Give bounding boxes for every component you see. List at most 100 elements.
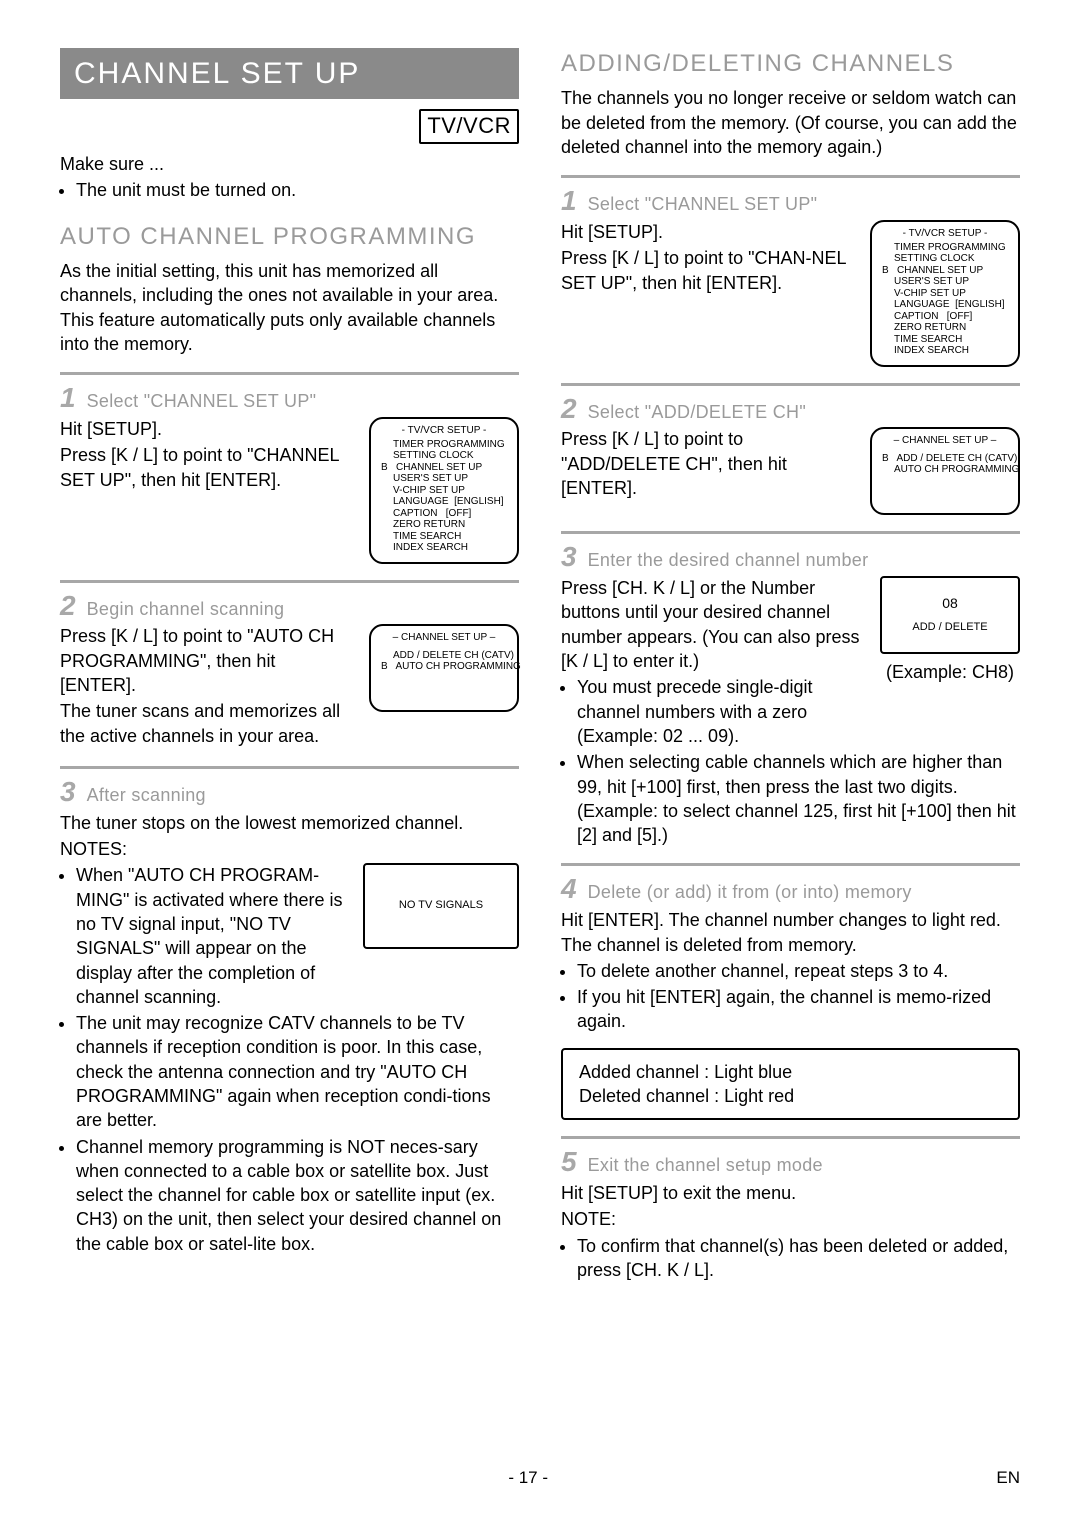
adding-deleting-heading: ADDING/DELETING CHANNELS bbox=[561, 48, 1020, 80]
menu-item-selected: B CHANNEL SET UP bbox=[381, 462, 507, 474]
notes-label: NOTES: bbox=[60, 837, 519, 861]
menu-title: - TV/VCR SETUP - bbox=[882, 228, 1008, 240]
step-bullet: To delete another channel, repeat steps … bbox=[577, 959, 1020, 983]
menu-item: LANGUAGE [ENGLISH] bbox=[882, 299, 1008, 311]
menu-item: CAPTION [OFF] bbox=[882, 311, 1008, 323]
menu-item: ZERO RETURN bbox=[381, 519, 507, 531]
step-body: The tuner scans and memorizes all the ac… bbox=[60, 699, 355, 748]
menu-item: TIME SEARCH bbox=[381, 531, 507, 543]
right-step-3: 3 Enter the desired channel number bbox=[561, 531, 1020, 576]
step-label: Select "CHANNEL SET UP" bbox=[588, 194, 818, 214]
right-step-2: 2 Select "ADD/DELETE CH" bbox=[561, 383, 1020, 428]
step-body: Press [K / L] to point to "ADD/DELETE CH… bbox=[561, 427, 856, 500]
channel-setup-menu: – CHANNEL SET UP – ADD / DELETE CH (CATV… bbox=[369, 624, 519, 712]
menu-item: ZERO RETURN bbox=[882, 322, 1008, 334]
step-number: 3 bbox=[561, 538, 577, 576]
make-sure-item: The unit must be turned on. bbox=[76, 178, 519, 202]
menu-item: AUTO CH PROGRAMMING bbox=[882, 464, 1008, 476]
menu-item: INDEX SEARCH bbox=[381, 542, 507, 554]
menu-item: V-CHIP SET UP bbox=[381, 485, 507, 497]
channel-setup-menu: – CHANNEL SET UP – B ADD / DELETE CH (CA… bbox=[870, 427, 1020, 515]
left-column: CHANNEL SET UP TV/VCR Make sure ... The … bbox=[60, 48, 519, 1284]
step-body: Press [K / L] to point to "CHANNEL SET U… bbox=[60, 443, 355, 492]
menu-item: SETTING CLOCK bbox=[381, 450, 507, 462]
no-signal-box: NO TV SIGNALS bbox=[363, 863, 519, 949]
step-body: Press [K / L] to point to "CHAN-NEL SET … bbox=[561, 246, 856, 295]
menu-title: - TV/VCR SETUP - bbox=[381, 425, 507, 437]
menu-item: TIMER PROGRAMMING bbox=[882, 242, 1008, 254]
no-signal-text: NO TV SIGNALS bbox=[375, 899, 507, 912]
page-number: - 17 - bbox=[508, 1467, 548, 1490]
right-step-5: 5 Exit the channel setup mode bbox=[561, 1136, 1020, 1181]
step-bullet: When selecting cable channels which are … bbox=[577, 750, 1020, 847]
step-body: Press [CH. K / L] or the Number buttons … bbox=[561, 576, 866, 673]
right-step-4: 4 Delete (or add) it from (or into) memo… bbox=[561, 863, 1020, 908]
deleted-channel-color: Deleted channel : Light red bbox=[579, 1084, 1002, 1108]
step-bullet: You must precede single-digit channel nu… bbox=[577, 675, 866, 748]
note-item: To confirm that channel(s) has been dele… bbox=[577, 1234, 1020, 1283]
menu-title: – CHANNEL SET UP – bbox=[882, 435, 1008, 447]
menu-item: SETTING CLOCK bbox=[882, 253, 1008, 265]
note-item: Channel memory programming is NOT neces-… bbox=[76, 1135, 519, 1256]
step-body: Hit [SETUP]. bbox=[60, 417, 355, 441]
step-body: Hit [SETUP] to exit the menu. bbox=[561, 1181, 1020, 1205]
auto-channel-heading: AUTO CHANNEL PROGRAMMING bbox=[60, 221, 519, 253]
step-label: Select "ADD/DELETE CH" bbox=[588, 402, 806, 422]
step-label: Select "CHANNEL SET UP" bbox=[87, 391, 317, 411]
footer-right: EN bbox=[996, 1467, 1020, 1490]
step-label: Exit the channel setup mode bbox=[588, 1155, 823, 1175]
step-number: 2 bbox=[561, 390, 577, 428]
menu-item: CAPTION [OFF] bbox=[381, 508, 507, 520]
menu-item: V-CHIP SET UP bbox=[882, 288, 1008, 300]
step-body: Press [K / L] to point to "AUTO CH PROGR… bbox=[60, 624, 355, 697]
right-column: ADDING/DELETING CHANNELS The channels yo… bbox=[561, 48, 1020, 1284]
menu-item-selected: B CHANNEL SET UP bbox=[882, 265, 1008, 277]
channel-number-box: 08 ADD / DELETE bbox=[880, 576, 1020, 654]
menu-item: USER'S SET UP bbox=[882, 276, 1008, 288]
add-delete-label: ADD / DELETE bbox=[892, 621, 1008, 634]
example-label: (Example: CH8) bbox=[880, 660, 1020, 684]
tvvcr-setup-menu: - TV/VCR SETUP - TIMER PROGRAMMING SETTI… bbox=[369, 417, 519, 564]
menu-item-selected: B AUTO CH PROGRAMMING bbox=[381, 661, 507, 673]
menu-item: ADD / DELETE CH (CATV) bbox=[381, 650, 507, 662]
menu-item: USER'S SET UP bbox=[381, 473, 507, 485]
step-number: 5 bbox=[561, 1143, 577, 1181]
step-bullet: If you hit [ENTER] again, the channel is… bbox=[577, 985, 1020, 1034]
step-body: Hit [ENTER]. The channel number changes … bbox=[561, 908, 1020, 957]
step-number: 3 bbox=[60, 773, 76, 811]
page-footer: - 17 - EN bbox=[60, 1467, 1020, 1490]
menu-item-selected: B ADD / DELETE CH (CATV) bbox=[882, 453, 1008, 465]
add-delete-intro: The channels you no longer receive or se… bbox=[561, 86, 1020, 159]
step-body: Hit [SETUP]. bbox=[561, 220, 856, 244]
note-label: NOTE: bbox=[561, 1207, 1020, 1231]
step-label: After scanning bbox=[87, 785, 206, 805]
make-sure-label: Make sure ... bbox=[60, 152, 519, 176]
menu-item: TIMER PROGRAMMING bbox=[381, 439, 507, 451]
menu-item: TIME SEARCH bbox=[882, 334, 1008, 346]
menu-title: – CHANNEL SET UP – bbox=[381, 632, 507, 644]
step-body: The tuner stops on the lowest memorized … bbox=[60, 811, 519, 835]
step-number: 1 bbox=[60, 379, 76, 417]
channel-color-legend: Added channel : Light blue Deleted chann… bbox=[561, 1048, 1020, 1121]
menu-item: LANGUAGE [ENGLISH] bbox=[381, 496, 507, 508]
left-step-1: 1 Select "CHANNEL SET UP" bbox=[60, 372, 519, 417]
menu-item: INDEX SEARCH bbox=[882, 345, 1008, 357]
step-number: 4 bbox=[561, 870, 577, 908]
step-number: 2 bbox=[60, 587, 76, 625]
note-item: When "AUTO CH PROGRAM-MING" is activated… bbox=[76, 863, 349, 1009]
left-step-2: 2 Begin channel scanning bbox=[60, 580, 519, 625]
channel-number: 08 bbox=[892, 595, 1008, 611]
left-step-3: 3 After scanning bbox=[60, 766, 519, 811]
tv-vcr-badge: TV/VCR bbox=[419, 109, 519, 145]
step-label: Delete (or add) it from (or into) memory bbox=[588, 882, 912, 902]
tvvcr-setup-menu: - TV/VCR SETUP - TIMER PROGRAMMING SETTI… bbox=[870, 220, 1020, 367]
note-item: The unit may recognize CATV channels to … bbox=[76, 1011, 519, 1132]
step-number: 1 bbox=[561, 182, 577, 220]
added-channel-color: Added channel : Light blue bbox=[579, 1060, 1002, 1084]
auto-channel-intro: As the initial setting, this unit has me… bbox=[60, 259, 519, 356]
banner-text: CHANNEL SET UP bbox=[74, 54, 360, 95]
step-label: Enter the desired channel number bbox=[588, 550, 869, 570]
channel-setup-banner: CHANNEL SET UP bbox=[60, 48, 519, 99]
right-step-1: 1 Select "CHANNEL SET UP" bbox=[561, 175, 1020, 220]
step-label: Begin channel scanning bbox=[87, 599, 285, 619]
